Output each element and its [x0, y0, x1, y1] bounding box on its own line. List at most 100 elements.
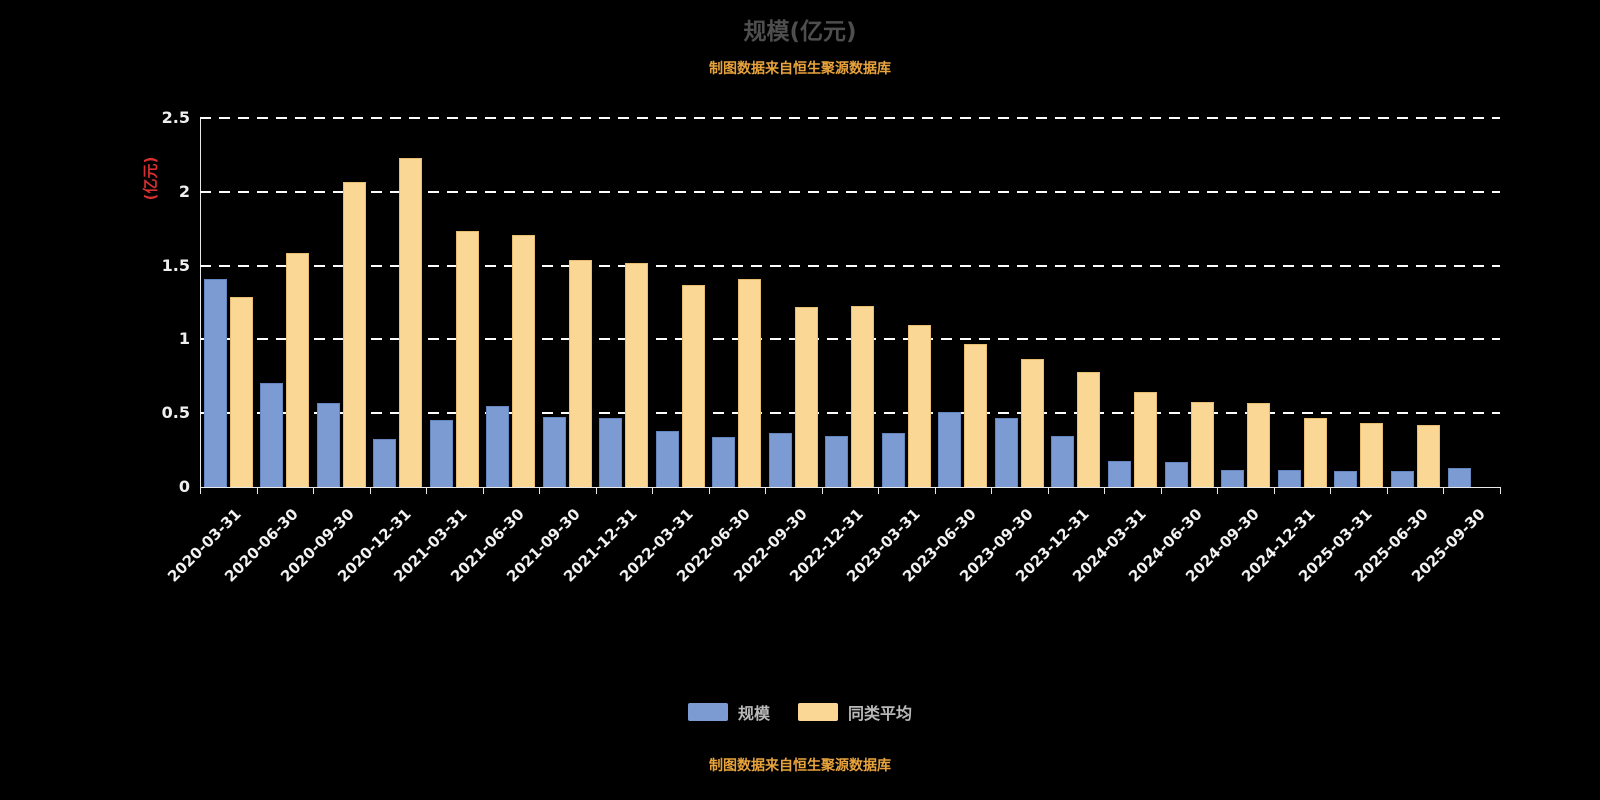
- y-tick-label: 2.5: [161, 108, 190, 127]
- x-axis-tick: [370, 488, 371, 494]
- bar-scale: [1051, 436, 1075, 487]
- bar-category-average: [399, 158, 423, 487]
- x-axis-tick: [878, 488, 879, 494]
- bar-scale: [373, 439, 397, 487]
- bar-scale: [1221, 470, 1245, 487]
- footer-source-note: 制图数据来自恒生聚源数据库: [709, 758, 891, 774]
- y-tick-label: 0: [178, 477, 190, 496]
- x-axis-tick: [1048, 488, 1049, 494]
- x-axis-tick: [1330, 488, 1331, 494]
- legend-label: 规模: [737, 704, 770, 723]
- bar-scale: [1448, 468, 1472, 487]
- bar-scale: [1334, 471, 1358, 487]
- bar-category-average: [1416, 425, 1440, 487]
- bar-scale: [712, 437, 736, 487]
- legend-swatch: [798, 703, 838, 721]
- bar-scale: [599, 418, 623, 487]
- bar-scale: [1277, 470, 1301, 487]
- bar-category-average: [1077, 372, 1101, 487]
- gridline: [200, 412, 1500, 415]
- legend-swatch: [687, 703, 728, 721]
- bar-group: [426, 118, 483, 487]
- x-axis-line: [200, 487, 1501, 488]
- bar-group: [1217, 118, 1274, 487]
- x-axis-tick: [709, 488, 710, 494]
- bar-group: [257, 118, 314, 487]
- bar-group: [1387, 118, 1444, 487]
- gridline: [200, 338, 1500, 341]
- bar-group: [822, 118, 879, 487]
- bar-group: [1274, 118, 1331, 487]
- x-axis-tick: [313, 488, 314, 494]
- bar-scale: [994, 418, 1018, 487]
- x-axis-tick: [1387, 488, 1388, 494]
- x-axis-tick: [257, 488, 258, 494]
- bar-group: [539, 118, 596, 487]
- bar-scale: [655, 431, 679, 487]
- bar-category-average: [1303, 418, 1327, 487]
- y-tick-label: 1: [178, 329, 190, 349]
- bar-group: [709, 118, 766, 487]
- x-axis-tick: [1104, 488, 1105, 494]
- y-tick-label: 2: [178, 181, 190, 201]
- x-tick-labels: 2020-03-31 2020-06-30 2020-09-30 2020-12-31…: [164, 497, 1500, 617]
- x-axis-tick: [1500, 488, 1501, 494]
- legend-label: 同类平均: [848, 704, 913, 723]
- gridline: [200, 264, 1500, 267]
- y-tick-label: 0.5: [161, 403, 190, 423]
- gridline: [200, 117, 1500, 119]
- bar-scale: [429, 420, 453, 487]
- bar-group: [1104, 118, 1161, 487]
- bar-category-average: [1190, 402, 1214, 487]
- bar-group: [370, 118, 427, 487]
- bar-category-average: [1134, 392, 1157, 487]
- bar-scale: [542, 417, 566, 487]
- bars-layer: [200, 118, 1500, 487]
- legend-item-scale[interactable]: 规模: [687, 700, 770, 724]
- bar-group: [483, 118, 540, 487]
- y-tick-label: 1.5: [161, 255, 190, 275]
- bar-category-average: [286, 253, 310, 487]
- bar-group: [1048, 118, 1105, 487]
- bar-category-average: [964, 344, 988, 487]
- bar-scale: [260, 383, 284, 487]
- bar-scale: [316, 403, 340, 487]
- x-axis-tick: [1274, 488, 1275, 494]
- x-axis-tick: [1443, 488, 1444, 494]
- x-axis-tick: [822, 488, 823, 494]
- bar-group: [313, 118, 370, 487]
- x-axis-tick: [991, 488, 992, 494]
- bar-scale: [486, 406, 510, 487]
- bar-category-average: [738, 279, 762, 487]
- bar-category-average: [1020, 359, 1044, 487]
- plot-area: [200, 117, 1500, 487]
- bar-group: [200, 118, 257, 487]
- bar-scale: [203, 279, 227, 487]
- x-axis-tick: [765, 488, 766, 494]
- chart-title: 规模(亿元): [743, 19, 857, 45]
- x-axis-tick: [652, 488, 653, 494]
- x-axis-tick: [483, 488, 484, 494]
- bar-scale: [881, 433, 905, 487]
- bar-category-average: [681, 285, 705, 487]
- bar-category-average: [851, 306, 875, 487]
- bar-group: [1443, 118, 1500, 487]
- bar-scale: [1108, 461, 1131, 487]
- bar-category-average: [907, 325, 931, 487]
- bar-category-average: [1247, 403, 1271, 487]
- bar-group: [1330, 118, 1387, 487]
- bar-group: [765, 118, 822, 487]
- legend-item-category-average[interactable]: 同类平均: [798, 700, 912, 724]
- legend: 规模 同类平均: [0, 700, 1600, 724]
- bar-group: [652, 118, 709, 487]
- bar-scale: [768, 433, 792, 487]
- bar-category-average: [512, 235, 536, 487]
- x-axis-tick: [596, 488, 597, 494]
- x-axis-tick: [539, 488, 540, 494]
- bar-scale: [938, 412, 962, 487]
- bar-scale: [825, 436, 849, 487]
- bar-group: [596, 118, 653, 487]
- x-axis-tick: [935, 488, 936, 494]
- chart-subtitle-source: 制图数据来自恒生聚源数据库: [709, 61, 891, 77]
